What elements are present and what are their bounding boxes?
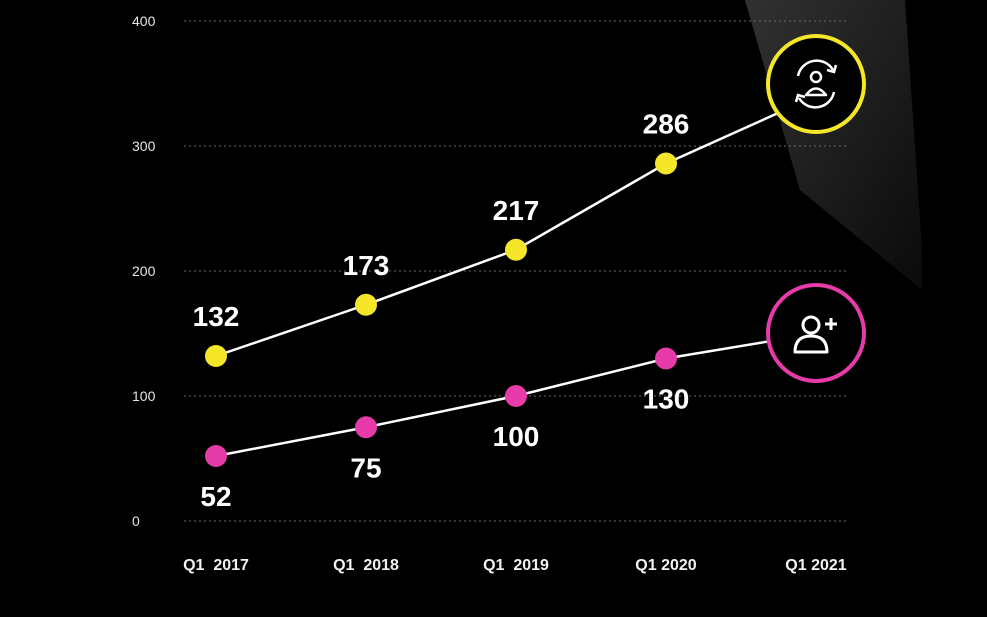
series-line xyxy=(215,94,817,358)
data-point xyxy=(655,152,677,175)
series-pink: 52 75 100 130 xyxy=(200,332,817,512)
y-tick-label: 400 xyxy=(132,13,156,29)
data-label: 132 xyxy=(193,301,240,332)
data-label: 75 xyxy=(350,452,381,483)
data-point xyxy=(655,347,677,370)
x-tick-label: Q1 2021 xyxy=(785,557,846,574)
data-label: 286 xyxy=(643,109,690,140)
x-tick-label: Q1 2020 xyxy=(635,557,696,574)
data-label: 217 xyxy=(493,195,540,226)
y-tick-label: 100 xyxy=(132,388,156,404)
right-border-bar xyxy=(922,0,987,617)
data-point xyxy=(505,385,527,407)
data-point xyxy=(505,238,527,261)
data-point xyxy=(205,445,227,467)
series-yellow: 132 173 217 286 xyxy=(193,94,817,367)
data-label: 100 xyxy=(493,421,540,452)
data-point xyxy=(355,416,377,439)
data-label: 52 xyxy=(200,481,231,512)
add-user-icon xyxy=(766,283,866,383)
data-label: 173 xyxy=(343,250,390,281)
y-tick-label: 0 xyxy=(132,513,140,529)
x-tick-label: Q1 2019 xyxy=(483,557,549,574)
data-label: 130 xyxy=(643,384,690,415)
data-point xyxy=(205,345,227,367)
rotating-user-icon xyxy=(766,34,866,134)
y-tick-label: 200 xyxy=(132,263,156,279)
data-point xyxy=(355,293,377,316)
y-tick-label: 300 xyxy=(132,138,156,154)
x-tick-label: Q1 2018 xyxy=(333,557,399,574)
x-tick-label: Q1 2017 xyxy=(183,557,249,574)
